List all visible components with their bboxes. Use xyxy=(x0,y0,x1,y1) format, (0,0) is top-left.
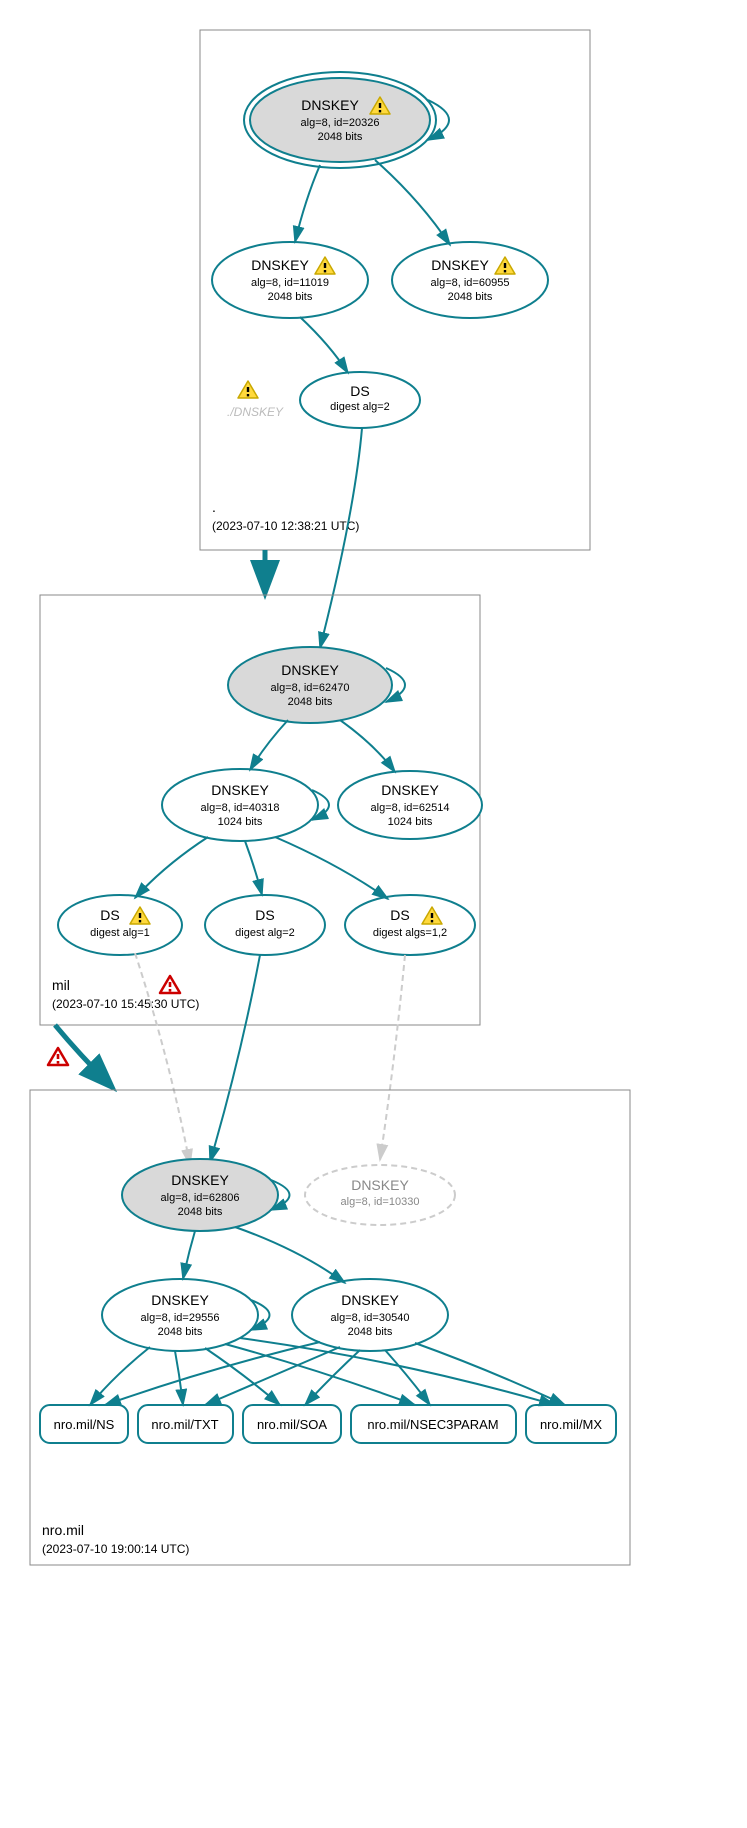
svg-text:alg=8, id=62470: alg=8, id=62470 xyxy=(271,682,350,694)
node-mil-ds3: DS digest algs=1,2 xyxy=(345,895,475,955)
rr-mx: nro.mil/MX xyxy=(526,1405,616,1443)
rr-ns: nro.mil/NS xyxy=(40,1405,128,1443)
svg-text:DNSKEY: DNSKEY xyxy=(381,782,439,798)
dnssec-graph: . (2023-07-10 12:38:21 UTC) DNSKEY alg=8… xyxy=(10,10,737,1818)
svg-text:DS: DS xyxy=(350,383,369,399)
svg-text:./DNSKEY: ./DNSKEY xyxy=(227,405,284,419)
zone-nro-time: (2023-07-10 19:00:14 UTC) xyxy=(42,1542,189,1556)
svg-text:2048 bits: 2048 bits xyxy=(268,291,313,303)
zone-mil-time: (2023-07-10 15:45:30 UTC) xyxy=(52,997,199,1011)
svg-text:nro.mil/MX: nro.mil/MX xyxy=(540,1417,602,1432)
svg-text:DS: DS xyxy=(255,907,274,923)
svg-text:DNSKEY: DNSKEY xyxy=(301,97,359,113)
node-root-zsk1: DNSKEY alg=8, id=11019 2048 bits xyxy=(212,242,368,318)
rr-soa: nro.mil/SOA xyxy=(243,1405,341,1443)
zone-root-label: . xyxy=(212,499,216,515)
zone-nro-label: nro.mil xyxy=(42,1522,84,1538)
svg-text:2048 bits: 2048 bits xyxy=(448,291,493,303)
svg-text:DNSKEY: DNSKEY xyxy=(351,1177,409,1193)
node-root-ds: DS digest alg=2 xyxy=(300,372,420,428)
svg-text:alg=8, id=62514: alg=8, id=62514 xyxy=(371,802,450,814)
svg-text:2048 bits: 2048 bits xyxy=(158,1326,203,1338)
svg-text:digest alg=2: digest alg=2 xyxy=(330,401,390,413)
svg-text:DNSKEY: DNSKEY xyxy=(251,257,309,273)
svg-text:DS: DS xyxy=(390,907,409,923)
svg-text:2048 bits: 2048 bits xyxy=(178,1206,223,1218)
svg-text:digest algs=1,2: digest algs=1,2 xyxy=(373,927,447,939)
node-mil-ds1: DS digest alg=1 xyxy=(58,895,182,955)
error-icon xyxy=(48,1048,68,1065)
svg-text:nro.mil/SOA: nro.mil/SOA xyxy=(257,1417,327,1432)
node-nro-ksk: DNSKEY alg=8, id=62806 2048 bits xyxy=(122,1159,278,1231)
svg-text:DNSKEY: DNSKEY xyxy=(211,782,269,798)
svg-text:nro.mil/TXT: nro.mil/TXT xyxy=(151,1417,218,1432)
node-nro-zsk1: DNSKEY alg=8, id=29556 2048 bits xyxy=(102,1279,258,1351)
node-nro-zsk2: DNSKEY alg=8, id=30540 2048 bits xyxy=(292,1279,448,1351)
svg-text:alg=8, id=40318: alg=8, id=40318 xyxy=(201,802,280,814)
svg-text:alg=8, id=20326: alg=8, id=20326 xyxy=(301,117,380,129)
svg-text:alg=8, id=10330: alg=8, id=10330 xyxy=(341,1196,420,1208)
svg-text:alg=8, id=29556: alg=8, id=29556 xyxy=(141,1312,220,1324)
svg-text:alg=8, id=30540: alg=8, id=30540 xyxy=(331,1312,410,1324)
svg-text:DNSKEY: DNSKEY xyxy=(171,1172,229,1188)
node-mil-ds2: DS digest alg=2 xyxy=(205,895,325,955)
svg-text:nro.mil/NSEC3PARAM: nro.mil/NSEC3PARAM xyxy=(367,1417,498,1432)
svg-text:1024 bits: 1024 bits xyxy=(218,816,263,828)
error-icon xyxy=(160,976,180,993)
svg-text:1024 bits: 1024 bits xyxy=(388,816,433,828)
svg-text:DNSKEY: DNSKEY xyxy=(341,1292,399,1308)
svg-text:DS: DS xyxy=(100,907,119,923)
zone-mil-label: mil xyxy=(52,977,70,993)
node-root-ksk: DNSKEY alg=8, id=20326 2048 bits xyxy=(244,72,436,168)
svg-text:DNSKEY: DNSKEY xyxy=(281,662,339,678)
svg-text:DNSKEY: DNSKEY xyxy=(431,257,489,273)
svg-text:alg=8, id=62806: alg=8, id=62806 xyxy=(161,1192,240,1204)
warn-icon xyxy=(238,381,258,398)
node-mil-zsk1: DNSKEY alg=8, id=40318 1024 bits xyxy=(162,769,318,841)
svg-text:DNSKEY: DNSKEY xyxy=(151,1292,209,1308)
svg-text:nro.mil/NS: nro.mil/NS xyxy=(54,1417,115,1432)
svg-text:digest alg=2: digest alg=2 xyxy=(235,927,295,939)
node-root-zsk2: DNSKEY alg=8, id=60955 2048 bits xyxy=(392,242,548,318)
svg-text:2048 bits: 2048 bits xyxy=(348,1326,393,1338)
rr-txt: nro.mil/TXT xyxy=(138,1405,233,1443)
node-mil-ksk: DNSKEY alg=8, id=62470 2048 bits xyxy=(228,647,392,723)
svg-text:alg=8, id=60955: alg=8, id=60955 xyxy=(431,277,510,289)
svg-text:alg=8, id=11019: alg=8, id=11019 xyxy=(251,277,329,289)
root-ghost-dnskey: ./DNSKEY xyxy=(227,381,284,419)
node-nro-ghost: DNSKEY alg=8, id=10330 xyxy=(305,1165,455,1225)
rr-nsec3: nro.mil/NSEC3PARAM xyxy=(351,1405,516,1443)
svg-text:2048 bits: 2048 bits xyxy=(288,696,333,708)
svg-text:digest alg=1: digest alg=1 xyxy=(90,927,150,939)
node-mil-zsk2: DNSKEY alg=8, id=62514 1024 bits xyxy=(338,771,482,839)
svg-text:2048 bits: 2048 bits xyxy=(318,131,363,143)
zone-root-time: (2023-07-10 12:38:21 UTC) xyxy=(212,519,359,533)
